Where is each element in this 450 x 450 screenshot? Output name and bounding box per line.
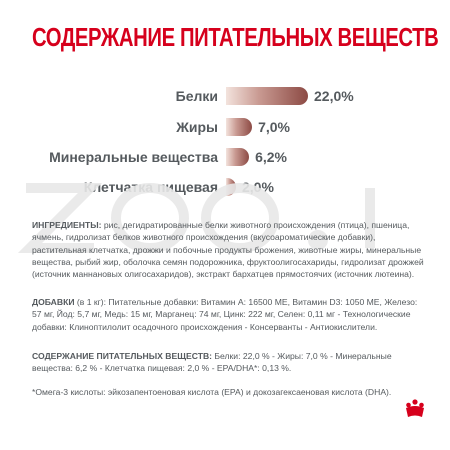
ingredients-heading: ИНГРЕДИЕНТЫ:	[32, 220, 102, 230]
nutrient-row: Клетчатка пищевая 2,0%	[0, 176, 450, 198]
ingredients-text: рис, дегидратированные белки животного п…	[32, 220, 424, 280]
additives-heading: ДОБАВКИ	[32, 297, 75, 307]
nutrients-paragraph: СОДЕРЖАНИЕ ПИТАТЕЛЬНЫХ ВЕЩЕСТВ: Белки: 2…	[32, 350, 424, 375]
nutrient-row: Белки 22,0%	[0, 85, 450, 107]
nutrient-bar	[226, 148, 250, 166]
nutrient-label: Минеральные вещества	[49, 149, 218, 165]
nutrient-bar	[226, 87, 308, 105]
additives-unit: (в 1 кг)	[74, 297, 104, 307]
nutrient-bar	[226, 118, 253, 136]
nutrients-text: Белки: 22,0 % - Жиры: 7,0 % - Минеральны…	[32, 351, 392, 374]
nutrient-label: Клетчатка пищевая	[83, 179, 218, 195]
nutrient-bar	[226, 178, 236, 196]
additives-text: : Питательные добавки: Витамин А: 16500 …	[32, 297, 418, 332]
nutrient-value-label: 2,0%	[242, 179, 274, 195]
nutrient-value-label: 6,2%	[255, 149, 288, 165]
nutrient-row: Минеральные вещества 6,2%	[0, 146, 450, 168]
nutrient-row: Жиры 7,0%	[0, 116, 450, 138]
nutrient-label: Жиры	[176, 119, 218, 135]
additives-paragraph: ДОБАВКИ (в 1 кг): Питательные добавки: В…	[32, 296, 424, 333]
nutrient-value-label: 22,0%	[314, 88, 354, 104]
royal-canin-crown-logo	[406, 399, 424, 417]
nutrient-label: Белки	[175, 88, 218, 104]
page-title: СОДЕРЖАНИЕ ПИТАТЕЛЬНЫХ ВЕЩЕСТВ	[32, 22, 439, 52]
ingredients-paragraph: ИНГРЕДИЕНТЫ: рис, дегидратированные белк…	[32, 219, 424, 280]
nutrient-value-label: 7,0%	[258, 119, 290, 135]
footnote: *Омега-3 кислоты: эйкозапентоеновая кисл…	[32, 387, 392, 397]
nutrients-heading: СОДЕРЖАНИЕ ПИТАТЕЛЬНЫХ ВЕЩЕСТВ:	[32, 351, 213, 361]
